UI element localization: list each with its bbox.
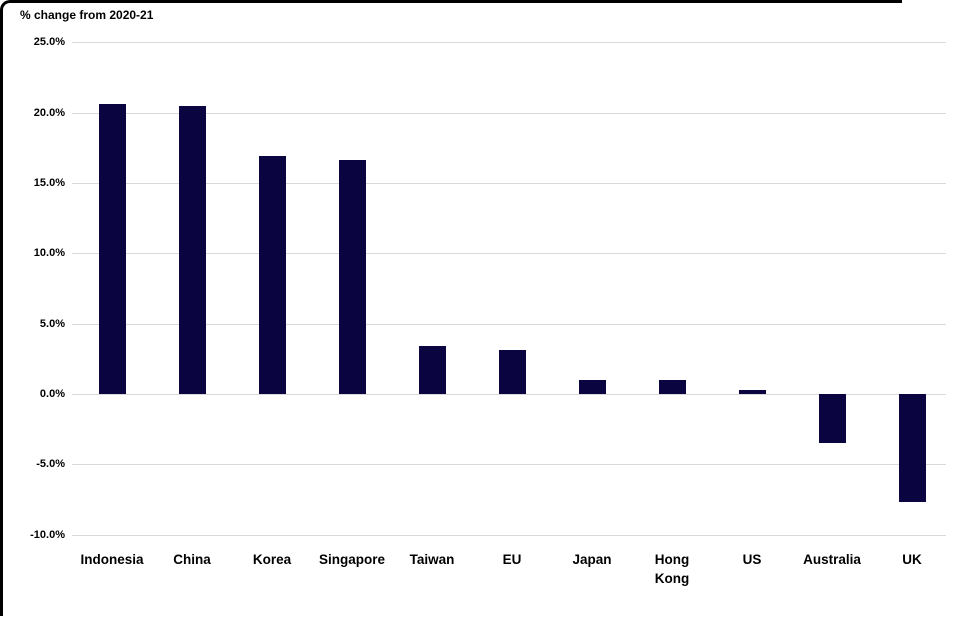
y-tick-label: -10.0% [30, 529, 65, 541]
gridline [72, 113, 946, 114]
bar-australia [818, 394, 846, 443]
y-tick-label: 10.0% [33, 247, 65, 259]
y-tick-label: 0.0% [39, 388, 65, 400]
x-category-label: Singapore [318, 552, 385, 567]
gridline [72, 253, 946, 254]
gridline [72, 183, 946, 184]
gridline [72, 394, 946, 395]
gridline [72, 42, 946, 43]
bar-china [178, 106, 206, 394]
gridline [72, 324, 946, 325]
x-category-label: Taiwan [409, 552, 455, 567]
gridline [72, 535, 946, 536]
x-category-label: Australia [803, 552, 861, 567]
y-tick-label: 5.0% [39, 318, 65, 330]
x-category-label: US [742, 552, 762, 567]
x-category-label: Hong Kong [654, 552, 690, 586]
bar-indonesia [98, 104, 126, 394]
gridline [72, 464, 946, 465]
x-category-label: Korea [252, 552, 292, 567]
bar-uk [898, 394, 926, 502]
y-tick-label: 15.0% [33, 177, 65, 189]
y-tick-label: 20.0% [33, 107, 65, 119]
chart-title: % change from 2020-21 [20, 8, 154, 22]
y-tick-label: -5.0% [36, 458, 65, 470]
x-category-label: China [173, 552, 211, 567]
x-category-label: Indonesia [80, 552, 144, 567]
x-category-label: UK [902, 552, 922, 567]
y-tick-label: 25.0% [33, 36, 65, 48]
bar-korea [258, 156, 286, 394]
bar-taiwan [418, 346, 446, 394]
bar-eu [498, 350, 526, 394]
bar-singapore [338, 160, 366, 394]
frame-border [0, 0, 902, 616]
bar-hong-kong [658, 380, 686, 394]
bar-us [738, 390, 766, 394]
x-category-label: EU [502, 552, 522, 567]
x-category-label: Japan [572, 552, 612, 567]
bar-japan [578, 380, 606, 394]
